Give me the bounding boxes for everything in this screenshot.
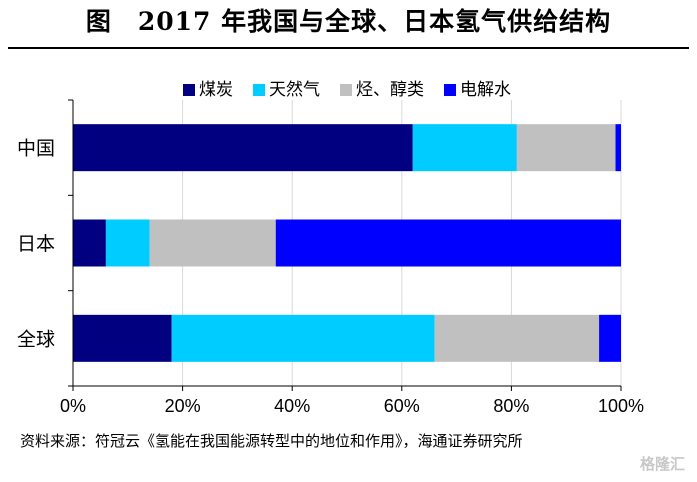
- bars: [73, 124, 621, 362]
- bar-segment: [105, 219, 150, 267]
- legend-swatch: [183, 84, 195, 96]
- bar-segment: [615, 124, 621, 172]
- watermark-logo: 格隆汇: [639, 455, 685, 473]
- chart-title: 图 2017 年我国与全球、日本氢气供给结构: [85, 7, 612, 36]
- legend: 煤炭 天然气 烃、醇类 电解水: [183, 80, 511, 100]
- bar-segment: [434, 314, 600, 362]
- x-tick-label: 60%: [384, 396, 420, 416]
- legend-swatch: [340, 84, 352, 96]
- legend-label: 烃、醇类: [356, 80, 424, 100]
- bar-segment: [73, 124, 413, 172]
- legend-label: 煤炭: [199, 80, 233, 100]
- y-category-label: 日本: [17, 233, 55, 255]
- bar-segment: [412, 124, 517, 172]
- legend-label: 天然气: [269, 80, 320, 100]
- legend-label: 电解水: [460, 80, 511, 100]
- x-tick-label: 20%: [165, 396, 201, 416]
- legend-swatch: [444, 84, 456, 96]
- bar-segment: [149, 219, 276, 267]
- bar-segment: [73, 314, 172, 362]
- x-tick-label: 0%: [60, 396, 86, 416]
- source-note: 资料来源：符冠云《氢能在我国能源转型中的地位和作用》，海通证券研究所: [20, 432, 523, 450]
- x-tick-label: 80%: [493, 396, 529, 416]
- legend-swatch: [253, 84, 265, 96]
- y-category-label: 中国: [17, 138, 55, 160]
- bar-segment: [171, 314, 435, 362]
- x-tick-label: 40%: [274, 396, 310, 416]
- bar-segment: [275, 219, 621, 267]
- y-category-label: 全球: [17, 328, 55, 350]
- x-tick-label: 100%: [598, 396, 644, 416]
- bar-segment: [599, 314, 621, 362]
- title-divider: [8, 47, 689, 49]
- bar-segment: [73, 219, 106, 267]
- bar-segment: [516, 124, 616, 172]
